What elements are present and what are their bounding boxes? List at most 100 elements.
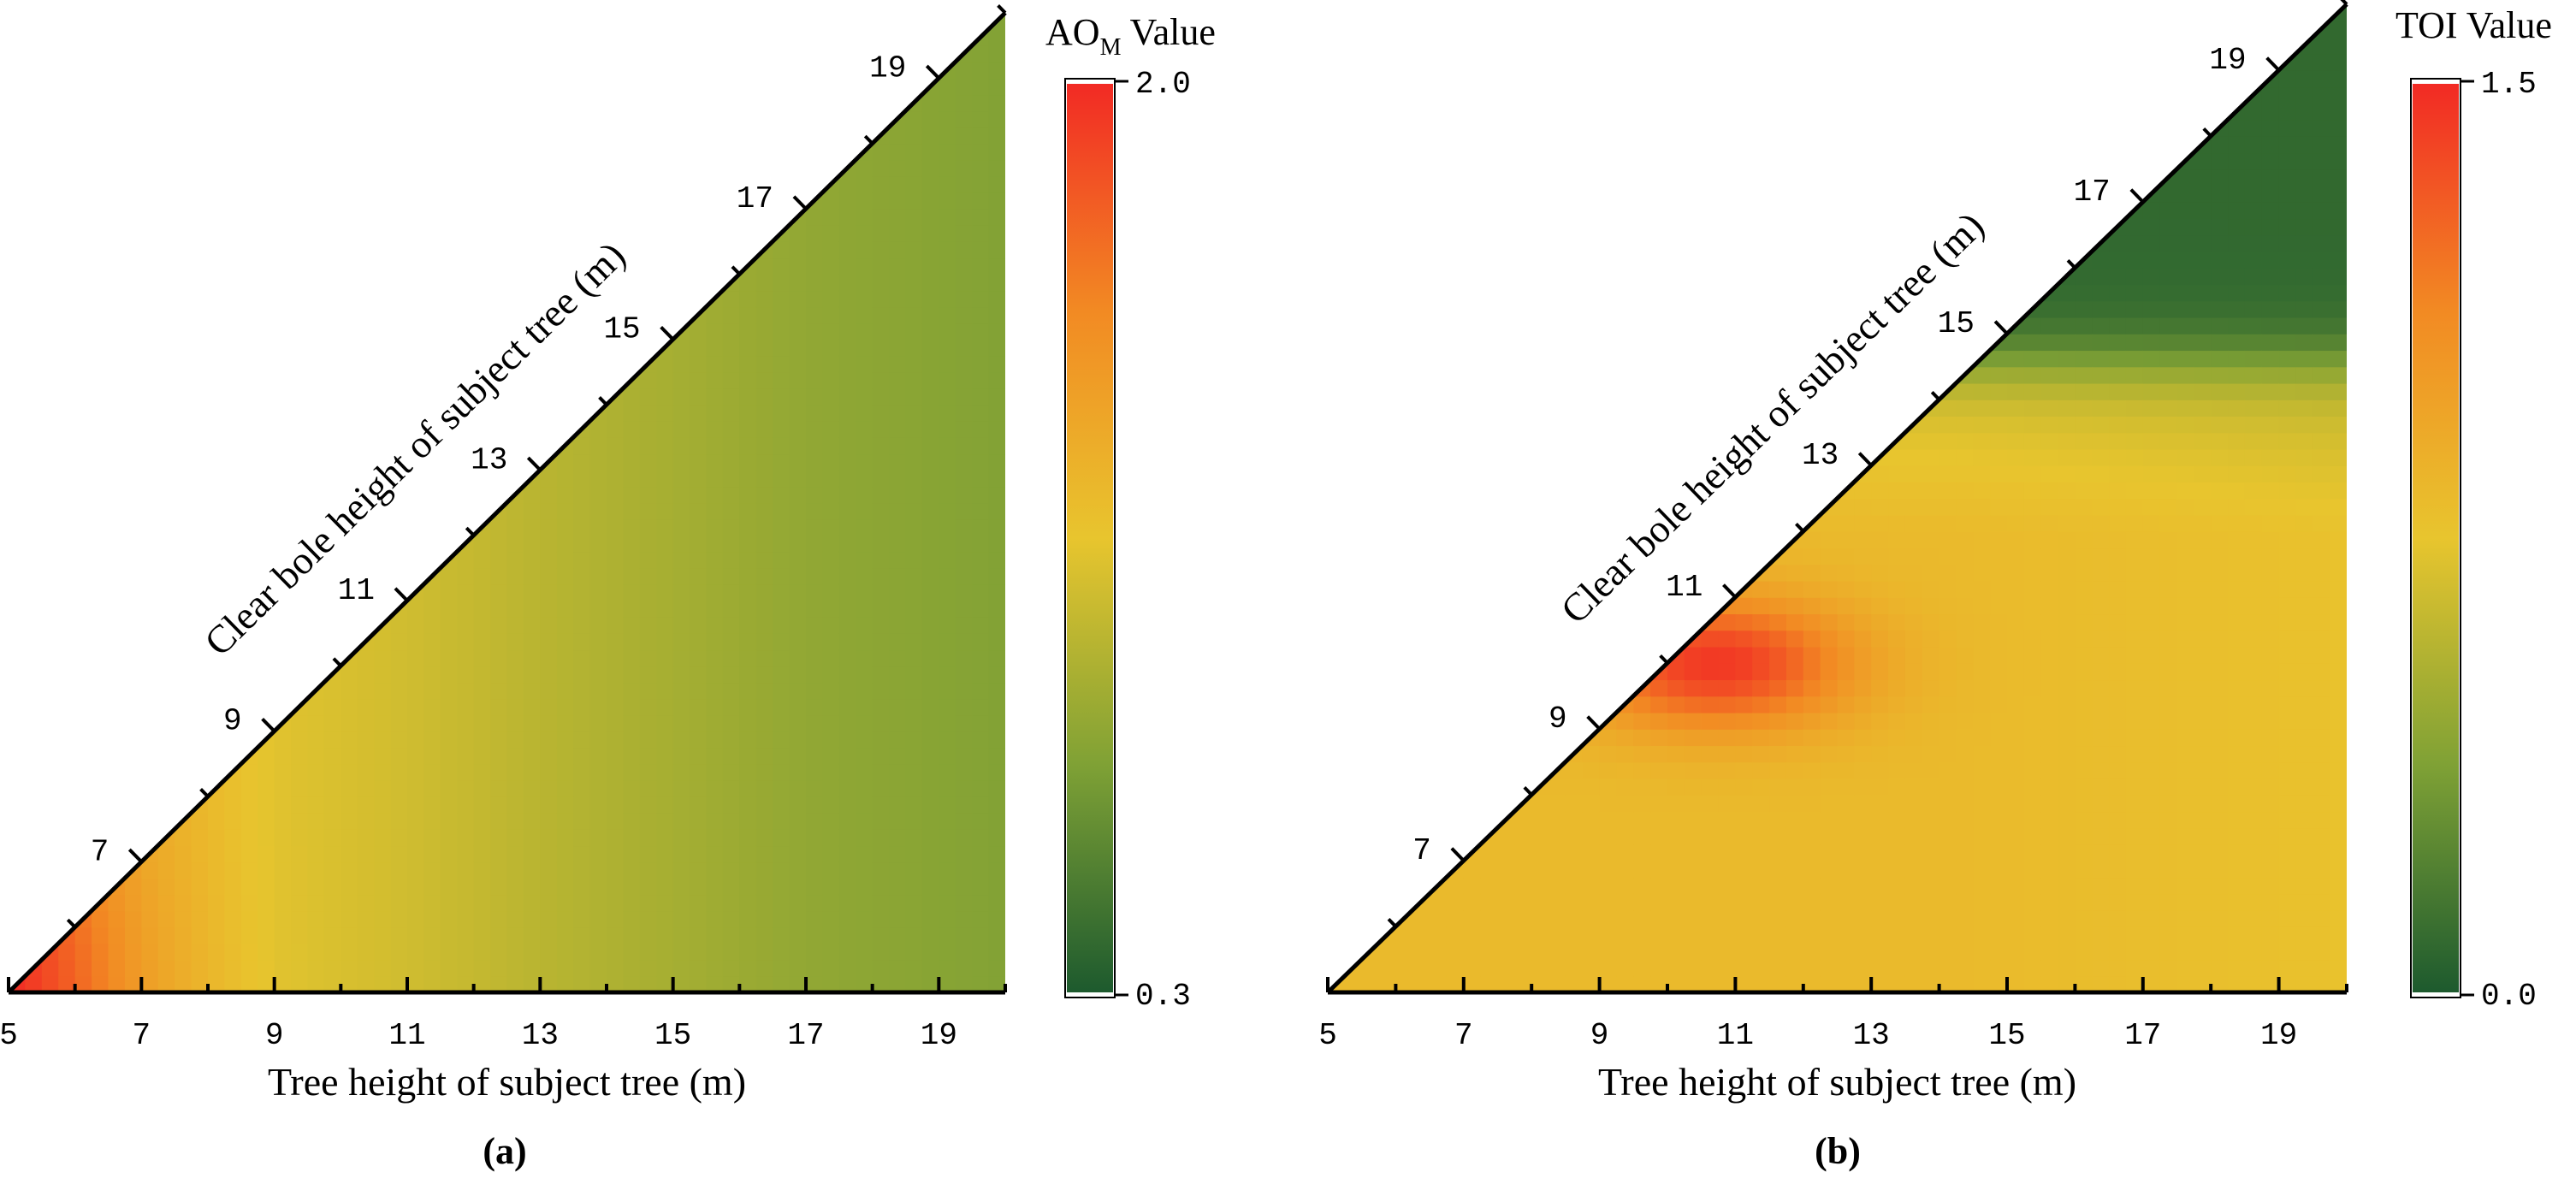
heatmap-cell: [291, 763, 309, 781]
heatmap-cell: [2211, 185, 2229, 203]
heatmap-cell: [92, 910, 110, 928]
heatmap-cell: [739, 861, 757, 879]
heatmap-cell: [457, 698, 475, 716]
heatmap-cell: [2142, 152, 2161, 170]
heatmap-cell: [1904, 482, 1923, 500]
heatmap-cell: [1837, 959, 1856, 977]
heatmap-cell: [2228, 712, 2246, 730]
heatmap-cell: [739, 779, 757, 797]
heatmap-cell: [589, 649, 607, 667]
heatmap-cell: [2142, 564, 2161, 582]
heatmap-cell: [1820, 482, 1839, 500]
heatmap-cell: [2295, 531, 2314, 549]
heatmap-cell: [1684, 745, 1703, 763]
heatmap-cell: [921, 258, 940, 275]
heatmap-cell: [2295, 597, 2314, 615]
heatmap-cell: [506, 583, 524, 601]
heatmap-cell: [307, 959, 325, 977]
heatmap-cell: [341, 682, 358, 700]
heatmap-cell: [639, 551, 658, 569]
heatmap-cell: [1599, 943, 1618, 961]
heatmap-cell: [1803, 909, 1821, 927]
heatmap-cell: [1904, 712, 1923, 730]
heatmap-cell: [623, 388, 641, 406]
heatmap-cell: [773, 698, 791, 716]
heatmap-cell: [872, 437, 890, 455]
heatmap-cell: [2176, 729, 2195, 747]
heatmap-cell: [1888, 778, 1906, 796]
diagonal-tick-major: [660, 326, 675, 341]
heatmap-cell: [25, 975, 43, 992]
heatmap-cell: [838, 813, 857, 830]
heatmap-cell: [988, 894, 1005, 912]
heatmap-cell: [1497, 943, 1516, 961]
heatmap-cell: [1599, 844, 1618, 861]
heatmap-cell: [556, 731, 574, 749]
heatmap-cell: [639, 437, 658, 455]
heatmap-cell: [921, 583, 940, 601]
heatmap-cell: [1820, 531, 1839, 549]
heatmap-cell: [690, 813, 708, 830]
heatmap-cell: [357, 959, 375, 977]
heatmap-cell: [1973, 597, 1991, 615]
heatmap-cell: [2295, 119, 2314, 137]
heatmap-cell: [988, 371, 1005, 389]
heatmap-cell: [307, 943, 325, 961]
heatmap-cell: [2330, 548, 2347, 565]
heatmap-cell: [540, 959, 558, 977]
heatmap-cell: [2312, 366, 2330, 384]
heatmap-cell: [2228, 382, 2246, 400]
heatmap-cell: [2211, 827, 2229, 845]
heatmap-cell: [656, 698, 674, 716]
heatmap-cell: [1616, 861, 1635, 879]
heatmap-cell: [2125, 844, 2144, 861]
heatmap-cell: [1990, 811, 2008, 829]
heatmap-cell: [540, 633, 558, 651]
heatmap-cell: [972, 405, 990, 422]
heatmap-cell: [490, 698, 508, 716]
heatmap-cell: [407, 747, 425, 765]
heatmap-cell: [822, 714, 840, 732]
heatmap-cell: [972, 714, 990, 732]
heatmap-cell: [856, 421, 873, 438]
heatmap-cell: [806, 779, 824, 797]
heatmap-cell: [589, 633, 607, 651]
heatmap-cell: [773, 617, 791, 634]
heatmap-cell: [822, 551, 840, 569]
heatmap-cell: [889, 94, 907, 112]
heatmap-cell: [490, 763, 508, 781]
heatmap-cell: [1785, 778, 1804, 796]
heatmap-cell: [2109, 234, 2127, 252]
heatmap-cell: [2278, 597, 2297, 615]
heatmap-cell: [1684, 795, 1703, 813]
heatmap-cell: [2295, 268, 2314, 286]
heatmap-cell: [1871, 844, 1889, 861]
heatmap-cell: [806, 583, 824, 601]
heatmap-cell: [556, 535, 574, 553]
heatmap-cell: [1990, 580, 2008, 598]
heatmap-cell: [2330, 909, 2347, 927]
heatmap-cell: [822, 258, 840, 275]
heatmap-cell: [1837, 514, 1856, 532]
heatmap-cell: [523, 763, 542, 781]
heatmap-cell: [1922, 745, 1940, 763]
heatmap-cell: [690, 878, 708, 896]
heatmap-cell: [2228, 926, 2246, 944]
heatmap-cell: [490, 583, 508, 601]
heatmap-cell: [1785, 548, 1804, 565]
heatmap-cell: [2312, 317, 2330, 334]
heatmap-cell: [540, 518, 558, 536]
heatmap-cell: [58, 894, 76, 912]
heatmap-cell: [1956, 350, 1975, 368]
heatmap-cell: [939, 274, 956, 292]
heatmap-cell: [108, 845, 126, 863]
heatmap-cell: [822, 796, 840, 814]
heatmap-cell: [2244, 350, 2263, 368]
heatmap-cell: [556, 813, 574, 830]
heatmap-cell: [2142, 317, 2161, 334]
heatmap-cell: [789, 551, 807, 569]
heatmap-cell: [1888, 861, 1906, 879]
heatmap-cell: [607, 763, 625, 781]
heatmap-cell: [2040, 844, 2059, 861]
heatmap-cell: [157, 845, 175, 863]
